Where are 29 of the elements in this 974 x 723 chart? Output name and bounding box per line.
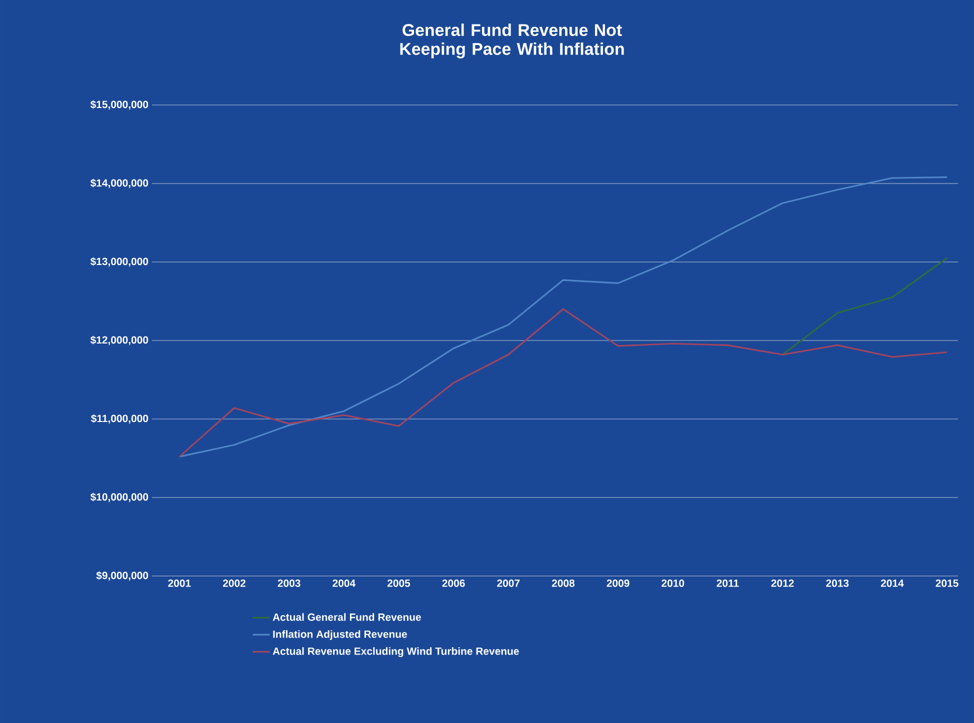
x-tick-label: 2002 xyxy=(222,580,246,587)
x-tick-label: 2011 xyxy=(716,580,739,587)
line-series xyxy=(178,176,948,458)
y-tick-label: $13,000,000 xyxy=(90,257,148,267)
x-tick-label: 2008 xyxy=(552,580,575,587)
y-tick-label: $12,000,000 xyxy=(90,336,148,346)
y-tick-label: $14,000,000 xyxy=(90,178,148,188)
x-tick-label: 2006 xyxy=(442,580,465,587)
x-tick-label: 2014 xyxy=(880,580,904,587)
x-tick-label: 2009 xyxy=(606,580,630,587)
x-tick-label: 2005 xyxy=(387,580,410,587)
x-tick-label: 2015 xyxy=(936,580,958,587)
x-tick-label: 2013 xyxy=(826,580,849,587)
x-tick-label: 2007 xyxy=(497,580,520,587)
legend-label: Inflation Adjusted Revenue xyxy=(273,630,407,640)
x-tick-label: 2010 xyxy=(662,580,684,587)
x-tick-label: 2012 xyxy=(771,580,794,587)
y-tick-label: $10,000,000 xyxy=(90,492,148,502)
line-series xyxy=(782,257,948,356)
legend-label: Actual General Fund Revenue xyxy=(272,613,421,621)
x-tick-label: 2004 xyxy=(332,580,356,587)
y-tick-label: $9,000,000 xyxy=(96,571,148,581)
y-tick-label: $15,000,000 xyxy=(90,100,148,110)
x-tick-label: 2001 xyxy=(168,580,191,587)
y-tick-label: $11,000,000 xyxy=(91,414,148,424)
chart-title: General Fund Revenue Not Keeping Pace With Inflation xyxy=(400,24,624,58)
x-tick-label: 2003 xyxy=(278,580,300,587)
line-series xyxy=(178,308,948,458)
legend-label: Actual Revenue Excluding Wind Turbine Revenue xyxy=(272,647,519,658)
